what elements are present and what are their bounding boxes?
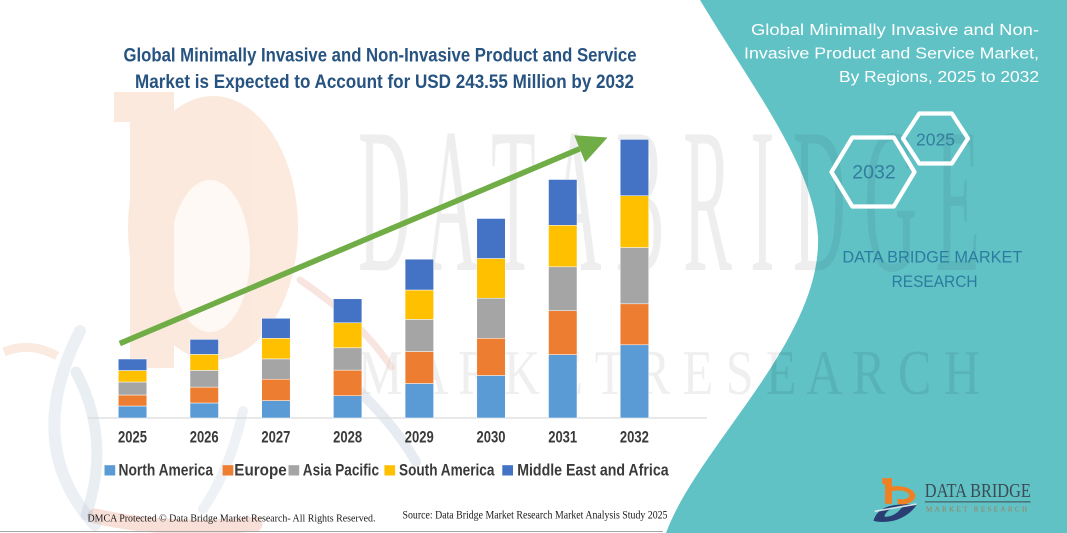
svg-text:Middle East and Africa: Middle East and Africa: [517, 460, 669, 479]
svg-text:2032: 2032: [620, 429, 649, 447]
svg-text:2030: 2030: [477, 429, 506, 447]
svg-text:DATA BRIDGE: DATA BRIDGE: [925, 481, 1031, 502]
svg-text:DMCA Protected © Data Bridge M: DMCA Protected © Data Bridge Market Rese…: [88, 514, 376, 525]
svg-text:2026: 2026: [190, 429, 219, 447]
svg-text:2032: 2032: [852, 162, 895, 184]
svg-text:2025: 2025: [916, 130, 955, 150]
svg-text:Source: Data Bridge Market Res: Source: Data Bridge Market Research Mark…: [403, 510, 668, 522]
svg-text:Asia Pacific: Asia Pacific: [303, 460, 379, 479]
svg-text:MARKET RESEARCH: MARKET RESEARCH: [926, 506, 1027, 514]
svg-text:South America: South America: [399, 460, 495, 479]
svg-text:2027: 2027: [261, 429, 290, 447]
svg-text:2029: 2029: [405, 429, 434, 447]
svg-text:Global Minimally Invasive and: Global Minimally Invasive and Non-: [751, 22, 1039, 39]
svg-text:DATA BRIDGE MARKET: DATA BRIDGE MARKET: [842, 249, 1022, 267]
svg-text:2031: 2031: [548, 429, 577, 447]
svg-text:RESEARCH: RESEARCH: [892, 273, 978, 291]
svg-text:By Regions, 2025 to 2032: By Regions, 2025 to 2032: [839, 69, 1039, 86]
svg-text:Invasive Product and Service M: Invasive Product and Service Market,: [744, 46, 1039, 63]
svg-text:2025: 2025: [118, 429, 147, 447]
svg-text:Market is Expected to Account: Market is Expected to Account for USD 24…: [135, 72, 634, 93]
svg-text:2028: 2028: [333, 429, 362, 447]
svg-text:Global Minimally Invasive and: Global Minimally Invasive and Non-Invasi…: [124, 46, 637, 67]
svg-text:Europe: Europe: [234, 460, 286, 479]
svg-text:North America: North America: [119, 460, 214, 479]
